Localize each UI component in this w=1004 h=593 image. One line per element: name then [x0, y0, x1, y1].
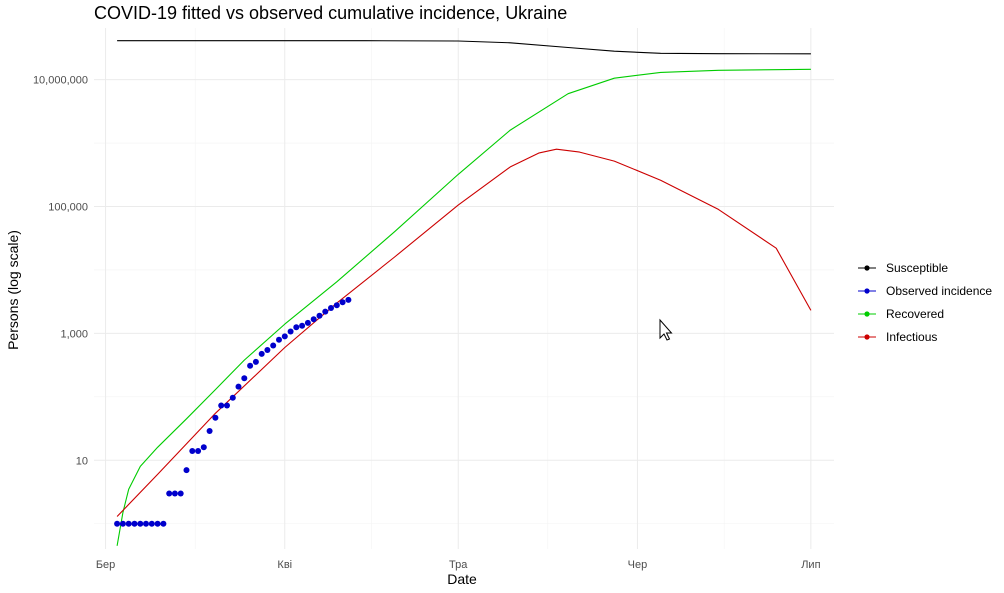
data-point-observed-incidence	[137, 520, 144, 527]
data-point-observed-incidence	[177, 490, 184, 497]
series-line-recovered	[116, 68, 811, 546]
legend-item-observed-incidence: Observed incidence	[858, 284, 992, 298]
legend-key-point	[864, 265, 870, 271]
data-point-observed-incidence	[310, 316, 317, 323]
series-line-infectious	[116, 148, 812, 517]
data-point-observed-incidence	[235, 383, 242, 390]
data-point-observed-incidence	[218, 402, 225, 409]
data-point-observed-incidence	[322, 308, 329, 315]
data-point-observed-incidence	[183, 467, 190, 474]
data-point-observed-incidence	[258, 350, 265, 357]
data-point-observed-incidence	[252, 358, 259, 365]
data-point-observed-incidence	[119, 520, 126, 527]
data-point-observed-incidence	[212, 414, 219, 421]
data-point-observed-incidence	[148, 520, 155, 527]
legend-label: Recovered	[886, 307, 944, 321]
legend-item-infectious: Infectious	[858, 330, 937, 344]
legend-key-point	[864, 334, 870, 340]
legend-key-point	[864, 311, 870, 317]
series-layer	[114, 40, 812, 546]
grid	[94, 28, 834, 549]
data-point-observed-incidence	[281, 333, 288, 340]
data-point-observed-incidence	[131, 520, 138, 527]
y-tick-label: 10,000,000	[33, 75, 88, 87]
y-tick-label: 1,000	[60, 328, 88, 340]
data-point-observed-incidence	[339, 299, 346, 306]
data-point-observed-incidence	[195, 448, 202, 454]
data-point-observed-incidence	[189, 448, 196, 454]
data-point-observed-incidence	[293, 324, 300, 331]
legend-label: Observed incidence	[886, 284, 992, 298]
y-axis: 10 1,000 100,000 10,000,000	[33, 75, 88, 468]
data-point-observed-incidence	[160, 520, 167, 527]
legend-label: Infectious	[886, 330, 937, 344]
x-tick-label: Кві	[277, 559, 292, 571]
data-point-observed-incidence	[125, 520, 132, 527]
y-tick-label: 10	[76, 455, 88, 467]
data-point-observed-incidence	[287, 328, 294, 335]
chart-title: COVID-19 fitted vs observed cumulative i…	[94, 3, 567, 23]
data-point-observed-incidence	[328, 305, 334, 311]
data-point-observed-incidence	[299, 322, 306, 329]
data-point-observed-incidence	[200, 444, 207, 451]
data-point-observed-incidence	[154, 520, 161, 527]
data-point-observed-incidence	[270, 342, 277, 349]
x-tick-label: Тра	[449, 559, 468, 571]
series-line-susceptible	[117, 40, 811, 55]
legend-item-recovered: Recovered	[858, 307, 944, 321]
y-axis-title: Persons (log scale)	[5, 230, 21, 350]
data-point-observed-incidence	[345, 296, 352, 303]
x-tick-label: Бер	[96, 559, 115, 571]
data-point-observed-incidence	[276, 336, 282, 343]
y-tick-label: 100,000	[48, 201, 88, 213]
data-point-observed-incidence	[206, 428, 213, 434]
data-point-observed-incidence	[114, 520, 121, 527]
data-point-observed-incidence	[229, 394, 236, 401]
mouse-cursor-icon	[659, 318, 673, 341]
x-axis: Бер Кві Тра Чер Лип	[96, 559, 821, 571]
x-axis-title: Date	[447, 571, 477, 587]
data-point-observed-incidence	[264, 347, 271, 353]
legend-label: Susceptible	[886, 261, 948, 275]
data-point-observed-incidence	[333, 302, 340, 309]
data-point-observed-incidence	[224, 402, 230, 409]
legend: Susceptible Observed incidence Recovered In…	[858, 261, 992, 344]
data-point-observed-incidence	[171, 490, 178, 497]
data-point-observed-incidence	[143, 520, 149, 527]
data-point-observed-incidence	[304, 319, 311, 326]
data-point-observed-incidence	[166, 490, 173, 497]
legend-key-point	[864, 288, 870, 294]
x-tick-label: Чер	[628, 559, 648, 571]
data-point-observed-incidence	[241, 375, 248, 382]
x-tick-label: Лип	[801, 559, 820, 571]
data-point-observed-incidence	[247, 362, 254, 369]
data-point-observed-incidence	[316, 312, 323, 319]
legend-item-susceptible: Susceptible	[858, 261, 948, 275]
